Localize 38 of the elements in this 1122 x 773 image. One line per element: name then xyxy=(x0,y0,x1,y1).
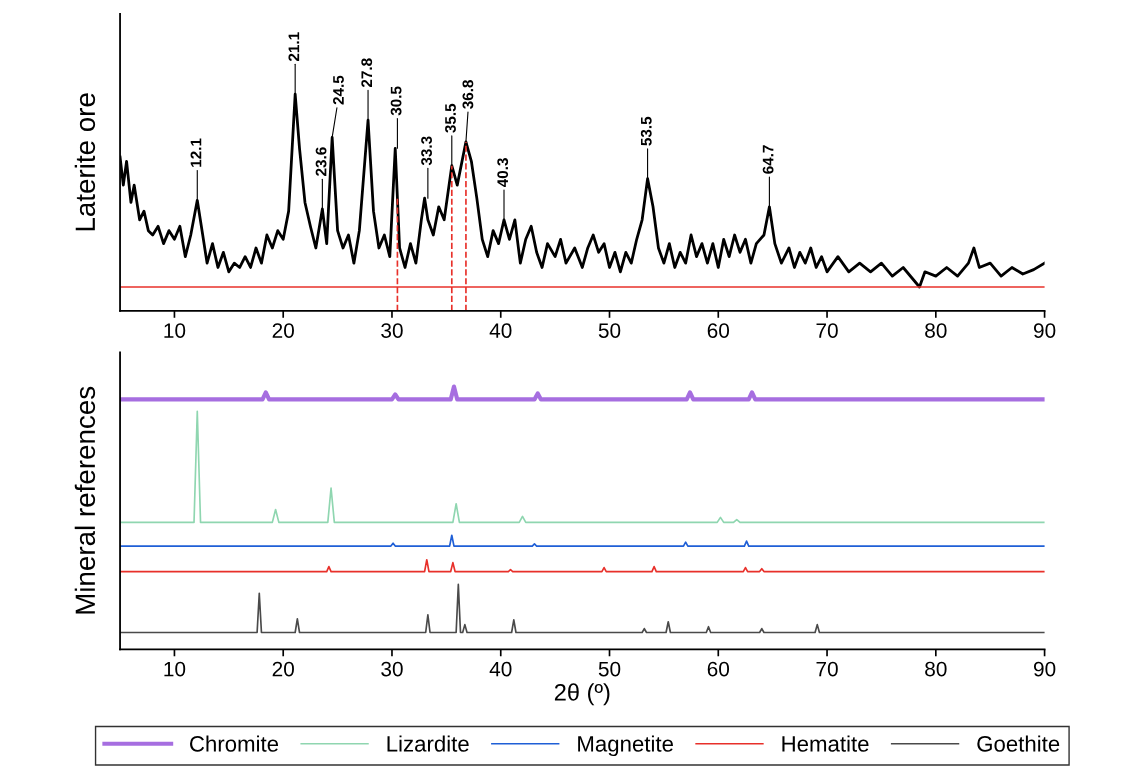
x-axis-title: 2θ (º) xyxy=(554,683,610,706)
annotation: 35.5 xyxy=(445,103,456,133)
x-tick-label: 30 xyxy=(381,323,403,338)
legend-label: Hematite xyxy=(782,735,869,752)
annotation: 30.5 xyxy=(390,86,402,116)
annotation: 40.3 xyxy=(497,158,509,188)
x-tick-label: 60 xyxy=(707,661,730,677)
annotation: 24.5 xyxy=(333,75,344,105)
annotation: 23.6 xyxy=(315,147,327,176)
x-tick-label: 50 xyxy=(598,323,621,338)
legend-label: Chromite xyxy=(190,735,279,752)
x-tick-label: 70 xyxy=(816,661,838,677)
x-tick-label: 20 xyxy=(272,323,294,338)
x-tick-label: 30 xyxy=(381,661,403,677)
x-tick-label: 90 xyxy=(1033,323,1056,338)
x-tick-label: 50 xyxy=(598,661,621,677)
legend-label: Magnetite xyxy=(578,735,673,757)
x-tick-label: 80 xyxy=(925,661,947,677)
x-tick-label: 40 xyxy=(489,323,512,338)
y-axis-title: Mineral references xyxy=(74,386,96,614)
annotation: 36.8 xyxy=(462,80,474,109)
x-tick-label: 80 xyxy=(925,323,947,338)
legend-label: Goethite xyxy=(977,735,1060,752)
annotation: 33.3 xyxy=(421,136,432,166)
annotation: 12.1 xyxy=(190,138,202,167)
x-tick-label: 70 xyxy=(816,323,838,338)
x-tick-label: 10 xyxy=(164,661,186,677)
legend-label: Lizardite xyxy=(387,735,469,752)
annotation: 53.5 xyxy=(640,116,652,146)
x-tick-label: 10 xyxy=(164,323,186,338)
x-tick-label: 40 xyxy=(489,661,512,677)
annotation: 21.1 xyxy=(288,32,300,62)
annotation: 27.8 xyxy=(361,58,373,88)
x-tick-label: 60 xyxy=(707,323,730,338)
x-tick-label: 20 xyxy=(272,661,294,677)
y-axis-title: Laterite ore xyxy=(74,93,96,231)
x-tick-label: 90 xyxy=(1033,661,1056,677)
annotation: 64.7 xyxy=(762,145,774,174)
